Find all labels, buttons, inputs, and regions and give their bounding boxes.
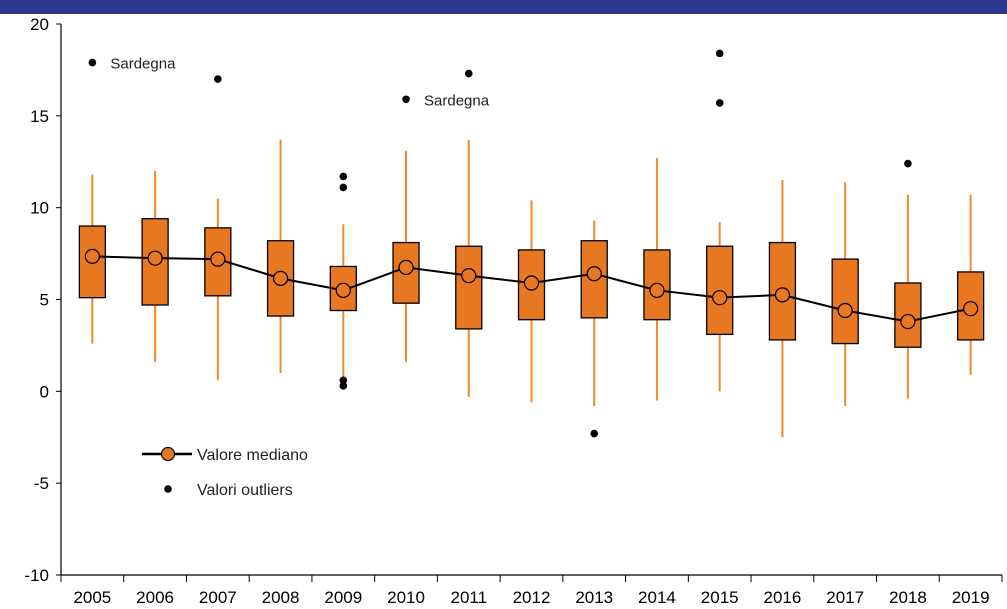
header-band bbox=[0, 0, 1007, 14]
legend-median-marker bbox=[160, 446, 176, 462]
median-marker bbox=[210, 251, 226, 267]
y-tick-label: 10 bbox=[30, 199, 49, 218]
outlier-point bbox=[214, 75, 222, 83]
x-tick-label: 2005 bbox=[73, 588, 111, 607]
x-tick-label: 2010 bbox=[387, 588, 425, 607]
outlier-point bbox=[339, 376, 348, 385]
x-tick-label: 2019 bbox=[952, 588, 990, 607]
outliers bbox=[88, 49, 912, 438]
median-marker bbox=[147, 250, 163, 266]
median-line bbox=[84, 248, 979, 330]
legend-outlier-marker bbox=[164, 485, 172, 493]
outlier-point bbox=[88, 58, 97, 67]
x-tick-label: 2014 bbox=[638, 588, 676, 607]
x-tick-label: 2008 bbox=[262, 588, 300, 607]
legend-label-median: Valore mediano bbox=[197, 447, 308, 464]
x-tick-label: 2017 bbox=[826, 588, 864, 607]
outlier-label: Sardegna bbox=[110, 56, 176, 73]
y-tick-label: 5 bbox=[40, 291, 49, 310]
median-marker bbox=[335, 282, 351, 298]
box bbox=[455, 245, 483, 330]
x-tick-label: 2018 bbox=[889, 588, 927, 607]
x-tick-label: 2011 bbox=[450, 588, 487, 607]
x-tick-label: 2013 bbox=[575, 588, 613, 607]
y-tick-label: -5 bbox=[34, 474, 49, 493]
median-marker bbox=[649, 282, 665, 298]
median-marker bbox=[900, 313, 916, 330]
outlier-point bbox=[904, 159, 912, 168]
y-tick-label: 15 bbox=[30, 107, 49, 126]
x-tick-label: 2012 bbox=[513, 588, 551, 607]
box bbox=[706, 245, 734, 336]
x-tick-label: 2006 bbox=[136, 588, 174, 607]
x-tick-label: 2016 bbox=[764, 588, 802, 607]
median-marker bbox=[712, 290, 728, 306]
outlier-point bbox=[464, 69, 473, 78]
median-marker bbox=[272, 270, 289, 286]
outlier-point bbox=[715, 49, 724, 58]
median-marker bbox=[398, 259, 414, 275]
outlier-point bbox=[339, 183, 348, 192]
axes: -10 -5 0 5 10 15 20 2005 2006 2007 2008 2009 2010 201… bbox=[24, 15, 1003, 607]
outlier-point bbox=[339, 382, 348, 390]
x-tick-label: 2007 bbox=[199, 588, 237, 607]
outlier-point bbox=[339, 172, 348, 181]
y-tick-label: 0 bbox=[40, 382, 49, 401]
median-marker bbox=[84, 248, 100, 264]
median-marker bbox=[461, 268, 477, 284]
median-marker bbox=[837, 302, 853, 319]
median-marker bbox=[963, 301, 979, 317]
median-marker bbox=[523, 275, 540, 291]
outlier-point bbox=[715, 99, 724, 107]
annotations: Sardegna Sardegna bbox=[110, 56, 489, 110]
y-tick-label: -10 bbox=[24, 566, 49, 585]
legend: Valore mediano Valori outliers bbox=[142, 446, 308, 499]
outlier-point bbox=[402, 95, 410, 104]
x-tick-label: 2009 bbox=[324, 588, 362, 607]
y-tick-label: 20 bbox=[30, 15, 49, 34]
box bbox=[831, 258, 859, 345]
outlier-point bbox=[590, 429, 599, 438]
median-marker bbox=[774, 287, 791, 303]
outlier-label: Sardegna bbox=[424, 92, 490, 109]
median-marker bbox=[586, 266, 602, 282]
legend-label-outliers: Valori outliers bbox=[197, 482, 293, 499]
x-tick-label: 2015 bbox=[701, 588, 739, 607]
